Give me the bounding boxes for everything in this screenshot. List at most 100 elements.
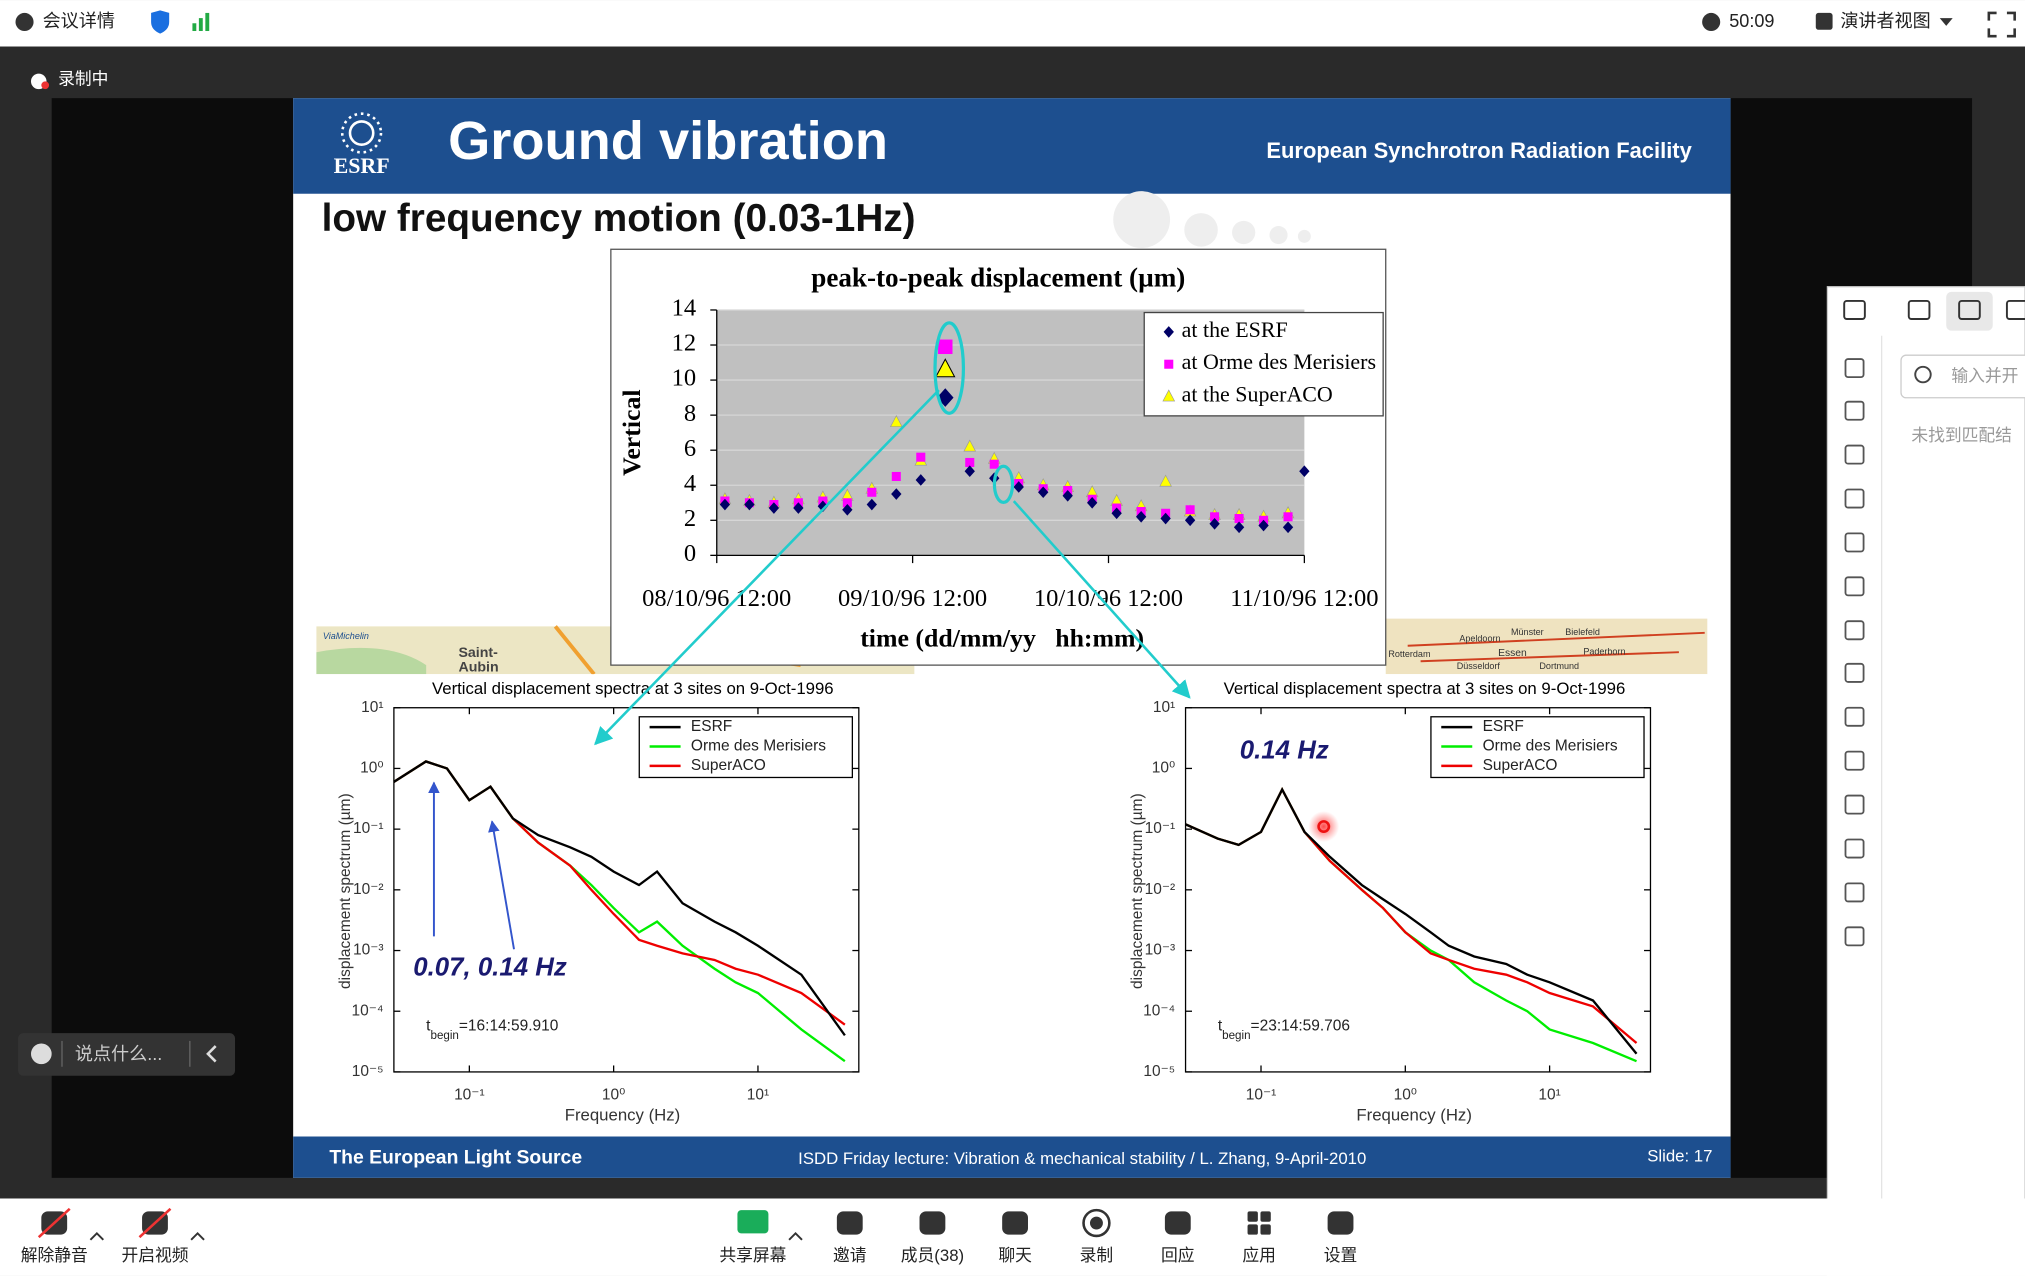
y-tick-label: 10 bbox=[672, 365, 697, 392]
toolbar-label[interactable]: 聊天 bbox=[998, 1246, 1032, 1265]
x-tick-label: 10¹ bbox=[747, 1086, 769, 1103]
laser-pointer-dot bbox=[1317, 820, 1331, 834]
meeting-info[interactable]: 会议详情 bbox=[43, 11, 115, 31]
toolbar-icon[interactable] bbox=[1082, 1208, 1111, 1238]
point bbox=[965, 457, 975, 467]
toolbar-label[interactable]: 设置 bbox=[1324, 1246, 1358, 1265]
toolbar-icon[interactable] bbox=[1260, 1211, 1271, 1222]
toolbar-icon[interactable] bbox=[1002, 1211, 1028, 1235]
legend-label: SuperACO bbox=[1483, 757, 1558, 774]
tool-icon[interactable] bbox=[1844, 532, 1865, 553]
dropdown-caret[interactable] bbox=[1939, 18, 1953, 26]
point bbox=[889, 414, 903, 427]
slide-subtitle: low frequency motion (0.03-1Hz) bbox=[322, 197, 916, 240]
t-symbol: t bbox=[1218, 1018, 1223, 1035]
chat-placeholder[interactable]: 说点什么... bbox=[75, 1044, 162, 1064]
fullscreen-icon[interactable] bbox=[1987, 11, 2016, 38]
slide-header bbox=[293, 98, 1731, 194]
y-tick-label: 10⁻³ bbox=[353, 942, 384, 959]
highlight-ellipse bbox=[992, 464, 1015, 505]
t-subscript: begin bbox=[1222, 1029, 1250, 1042]
signal-icon bbox=[192, 12, 210, 32]
laser-pointer bbox=[1308, 811, 1340, 843]
x-tick-label: 09/10/96 12:00 bbox=[838, 585, 987, 612]
t-symbol: t bbox=[426, 1018, 431, 1035]
toolbar-caret[interactable] bbox=[788, 1231, 803, 1241]
panel-tab-icon[interactable] bbox=[1843, 299, 1866, 320]
panel-tab-icon[interactable] bbox=[1958, 299, 1981, 320]
map-label: Saint- bbox=[458, 645, 498, 661]
x-axis-label: Frequency (Hz) bbox=[1356, 1105, 1472, 1124]
clock-icon bbox=[1702, 12, 1721, 32]
tool-icon[interactable] bbox=[1844, 882, 1865, 903]
toolbar-label[interactable]: 录制 bbox=[1080, 1246, 1114, 1265]
toolbar-caret[interactable] bbox=[89, 1231, 105, 1241]
timer: 50:09 bbox=[1729, 11, 1774, 31]
search-icon bbox=[1914, 365, 1932, 384]
tool-icon[interactable] bbox=[1844, 706, 1865, 727]
toolbar-label[interactable]: 应用 bbox=[1242, 1246, 1276, 1265]
emoji-icon[interactable] bbox=[30, 1043, 52, 1065]
t-subscript: begin bbox=[430, 1029, 458, 1042]
y-tick-label: 4 bbox=[684, 470, 696, 497]
tool-icon[interactable] bbox=[1844, 488, 1865, 509]
panel-tab-icon[interactable] bbox=[2005, 299, 2025, 320]
toolbar-icon[interactable] bbox=[1260, 1224, 1271, 1235]
toolbar-label[interactable]: 邀请 bbox=[833, 1246, 867, 1265]
security-icon[interactable] bbox=[151, 10, 170, 34]
map-label: Düsseldorf bbox=[1457, 661, 1501, 671]
tool-icon[interactable] bbox=[1844, 620, 1865, 641]
footer-center: ISDD Friday lecture: Vibration & mechani… bbox=[798, 1149, 1366, 1168]
map-label: Rotterdam bbox=[1388, 649, 1430, 659]
legend-label: SuperACO bbox=[691, 757, 766, 774]
info-icon bbox=[15, 12, 34, 32]
y-tick-label: 10⁻¹ bbox=[353, 820, 384, 837]
legend-label: at the ESRF bbox=[1182, 317, 1288, 342]
map-right bbox=[1385, 618, 1708, 675]
map-label: Aubin bbox=[458, 659, 498, 675]
toolbar-icon[interactable] bbox=[1327, 1211, 1354, 1235]
toolbar-icon[interactable] bbox=[919, 1211, 946, 1235]
toolbar-icon[interactable] bbox=[1164, 1211, 1191, 1235]
legend-box bbox=[1143, 311, 1384, 417]
tool-icon[interactable] bbox=[1844, 926, 1865, 947]
toolbar-label[interactable]: 开启视频 bbox=[121, 1246, 188, 1265]
y-tick-label: 10⁰ bbox=[360, 760, 383, 777]
toolbar-label[interactable]: 回应 bbox=[1161, 1246, 1195, 1265]
tool-icon[interactable] bbox=[1844, 750, 1865, 771]
x-tick-label: 10⁻¹ bbox=[454, 1086, 485, 1103]
toolbar-icon[interactable] bbox=[836, 1211, 863, 1235]
decor-dots bbox=[1113, 191, 1311, 248]
tool-icon[interactable] bbox=[1844, 576, 1865, 597]
x-tick-label: 08/10/96 12:00 bbox=[642, 585, 791, 612]
collapse-icon[interactable] bbox=[206, 1045, 217, 1063]
view-switch[interactable]: 演讲者视图 bbox=[1840, 11, 1930, 31]
toolbar-icon[interactable] bbox=[1247, 1211, 1258, 1222]
toolbar-icon[interactable] bbox=[737, 1210, 769, 1234]
y-tick-label: 10¹ bbox=[1153, 699, 1175, 716]
tool-icon[interactable] bbox=[1844, 838, 1865, 859]
map-label: Apeldoorn bbox=[1459, 634, 1500, 644]
toolbar-label[interactable]: 共享屏幕 bbox=[719, 1246, 786, 1265]
toolbar-caret[interactable] bbox=[190, 1231, 205, 1241]
tool-icon[interactable] bbox=[1844, 358, 1865, 379]
y-tick-label: 10⁻⁵ bbox=[1143, 1063, 1175, 1080]
search-box[interactable] bbox=[1900, 354, 2025, 399]
point bbox=[963, 439, 977, 452]
record-dot bbox=[41, 81, 50, 90]
annotation-arrow bbox=[488, 820, 515, 950]
chat-input[interactable] bbox=[18, 1033, 236, 1076]
search-placeholder[interactable]: 输入并开 bbox=[1951, 367, 2018, 386]
legend-label: Orme des Merisiers bbox=[691, 738, 826, 755]
toolbar-icon[interactable] bbox=[1247, 1224, 1258, 1235]
y-tick-label: 10⁻² bbox=[1145, 881, 1176, 898]
tool-icon[interactable] bbox=[1844, 662, 1865, 683]
tool-icon[interactable] bbox=[1844, 400, 1865, 421]
tool-icon[interactable] bbox=[1844, 444, 1865, 465]
panel-tab-icon[interactable] bbox=[1907, 299, 1931, 320]
tool-icon[interactable] bbox=[1844, 794, 1865, 815]
toolbar-label[interactable]: 成员(38) bbox=[901, 1246, 964, 1265]
toolbar-label[interactable]: 解除静音 bbox=[21, 1246, 88, 1265]
frequency-annotation: 0.07, 0.14 Hz bbox=[413, 953, 567, 981]
